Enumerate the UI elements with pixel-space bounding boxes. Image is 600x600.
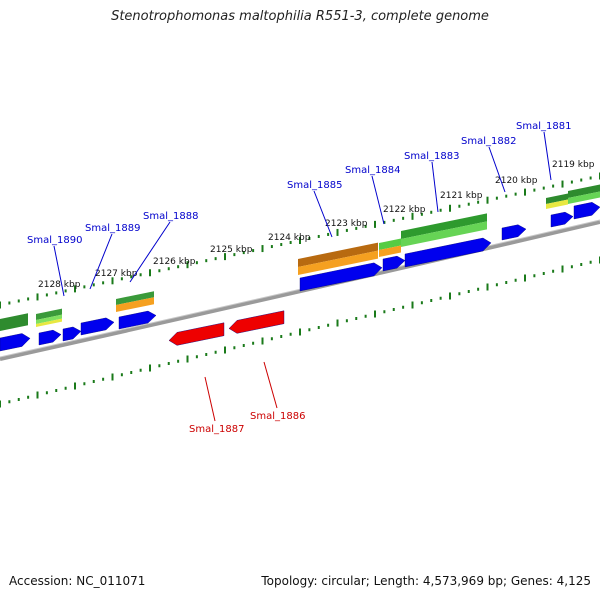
forward-gene-arrow[interactable] bbox=[62, 326, 82, 342]
position-label: 2119 kbp bbox=[552, 160, 595, 170]
position-tick-track-lower bbox=[0, 256, 600, 408]
reverse-gene-arrow[interactable] bbox=[228, 310, 285, 334]
feature-band bbox=[298, 250, 378, 275]
gene-labels: Smal_1881Smal_1882Smal_1883Smal_1884Smal… bbox=[27, 121, 571, 435]
feature-band bbox=[36, 318, 62, 327]
gene-label-leader bbox=[129, 221, 171, 283]
feature-band bbox=[116, 291, 154, 305]
gene-label[interactable]: Smal_1887 bbox=[189, 424, 244, 435]
forward-gene-arrow[interactable] bbox=[299, 262, 383, 292]
genome-title: Stenotrophomonas maltophilia R551-3, com… bbox=[111, 9, 489, 24]
forward-gene-arrow[interactable] bbox=[38, 329, 62, 346]
gene-label[interactable]: Smal_1886 bbox=[250, 411, 305, 422]
reverse-gene-arrow[interactable] bbox=[168, 322, 225, 346]
gene-label[interactable]: Smal_1890 bbox=[27, 235, 82, 246]
forward-gene-arrow[interactable] bbox=[118, 310, 157, 330]
axis-line bbox=[0, 220, 600, 361]
gene-label[interactable]: Smal_1884 bbox=[345, 165, 400, 176]
feature-band bbox=[379, 245, 401, 257]
position-labels: 2119 kbp 2120 kbp 2121 kbp 2122 kbp 2123 kbp… bbox=[38, 160, 595, 290]
gene-label-leader bbox=[313, 190, 333, 238]
forward-gene-arrow[interactable] bbox=[573, 202, 600, 220]
gene-label-leader bbox=[488, 146, 506, 193]
position-label: 2124 kbp bbox=[268, 233, 311, 243]
feature-band bbox=[298, 242, 378, 267]
gene-label[interactable]: Smal_1882 bbox=[461, 136, 516, 147]
gene-label-leader bbox=[89, 233, 113, 290]
gene-track bbox=[0, 202, 600, 352]
gene-label[interactable]: Smal_1889 bbox=[85, 223, 140, 234]
genome-summary-text: Topology: circular; Length: 4,573,969 bp… bbox=[261, 574, 591, 588]
position-label: 2128 kbp bbox=[38, 280, 81, 290]
feature-band bbox=[36, 314, 62, 324]
feature-band bbox=[401, 213, 487, 239]
feature-track bbox=[0, 184, 600, 331]
position-tick-track-upper bbox=[0, 172, 600, 309]
position-label: 2127 kbp bbox=[95, 269, 138, 279]
gene-label-leader bbox=[431, 161, 439, 213]
accession-text: Accession: NC_011071 bbox=[9, 574, 146, 588]
position-label: 2120 kbp bbox=[495, 176, 538, 186]
gene-label-leader bbox=[53, 245, 65, 297]
gene-label-leader bbox=[543, 131, 552, 181]
feature-band bbox=[116, 297, 154, 312]
feature-band bbox=[0, 313, 28, 331]
feature-band bbox=[568, 191, 600, 204]
forward-gene-arrow[interactable] bbox=[550, 211, 574, 228]
gene-label[interactable]: Smal_1881 bbox=[516, 121, 571, 132]
feature-band bbox=[401, 221, 487, 247]
gene-label-leader bbox=[204, 376, 216, 422]
gene-label-leader bbox=[371, 175, 385, 225]
forward-gene-arrow[interactable] bbox=[501, 224, 527, 241]
position-label: 2122 kbp bbox=[383, 205, 426, 215]
position-label: 2125 kbp bbox=[210, 245, 253, 255]
gene-label[interactable]: Smal_1883 bbox=[404, 151, 459, 162]
gene-label[interactable]: Smal_1885 bbox=[287, 180, 342, 191]
gene-label[interactable]: Smal_1888 bbox=[143, 211, 198, 222]
feature-band bbox=[379, 238, 401, 250]
feature-band bbox=[546, 199, 568, 209]
position-label: 2123 kbp bbox=[325, 219, 368, 229]
forward-gene-arrow[interactable] bbox=[80, 317, 115, 336]
forward-gene-arrow[interactable] bbox=[382, 255, 406, 272]
position-label: 2126 kbp bbox=[153, 257, 196, 267]
forward-gene-arrow[interactable] bbox=[404, 237, 492, 268]
position-label: 2121 kbp bbox=[440, 191, 483, 201]
feature-band bbox=[568, 184, 600, 198]
gene-label-leader bbox=[263, 361, 278, 409]
forward-gene-arrow[interactable] bbox=[0, 333, 31, 352]
feature-band bbox=[36, 308, 62, 320]
feature-band bbox=[546, 193, 568, 204]
